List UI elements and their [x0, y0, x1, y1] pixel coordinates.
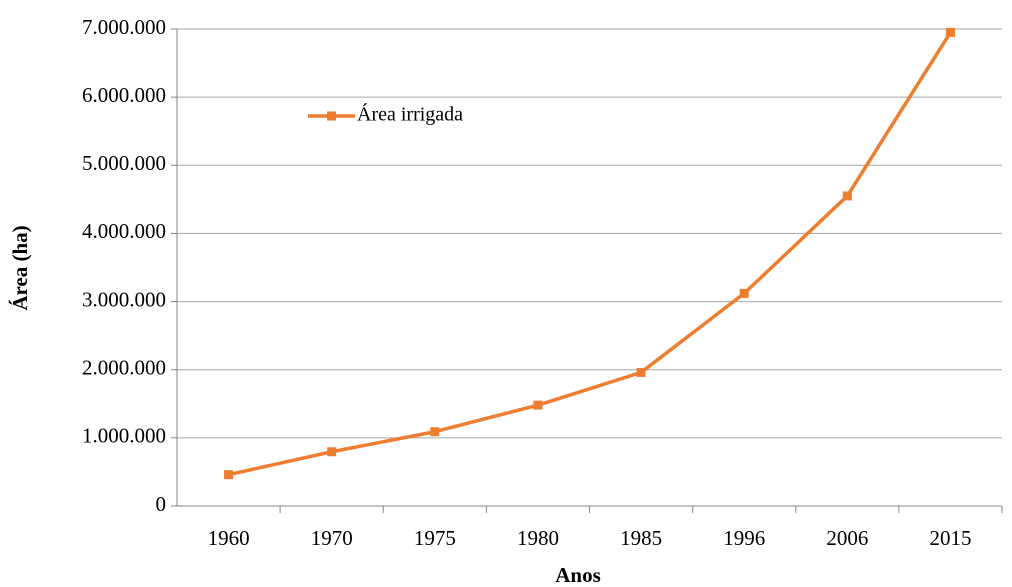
x-tick-label: 2015 [929, 526, 971, 550]
data-point [945, 27, 955, 37]
data-point [430, 427, 440, 437]
data-point [224, 470, 234, 480]
x-tick-label: 1970 [311, 526, 353, 550]
y-tick-label: 6.000.000 [82, 83, 166, 107]
y-tick-label: 3.000.000 [82, 287, 166, 311]
x-tick-label: 1985 [620, 526, 662, 550]
y-tick-label: 0 [156, 492, 167, 516]
y-tick-label: 5.000.000 [82, 151, 166, 175]
series-line [228, 31, 952, 477]
data-point [636, 367, 646, 377]
x-tick-label: 2006 [826, 526, 868, 550]
y-tick-label: 7.000.000 [82, 15, 166, 39]
legend-label: Área irrigada [357, 103, 463, 126]
x-tick-label: 1975 [414, 526, 456, 550]
y-tick-label: 1.000.000 [82, 424, 166, 448]
data-point [327, 447, 337, 457]
data-point [533, 400, 543, 410]
x-tick-label: 1980 [517, 526, 559, 550]
x-tick-label: 1960 [208, 526, 250, 550]
x-tick-label: 1996 [723, 526, 765, 550]
x-axis-title: Anos [555, 563, 601, 587]
y-tick-label: 2.000.000 [82, 356, 166, 380]
y-axis-title: Área (ha) [8, 225, 32, 310]
data-point [739, 288, 749, 298]
y-tick-label: 4.000.000 [82, 219, 166, 243]
legend-marker [327, 111, 336, 121]
data-point [842, 191, 852, 201]
